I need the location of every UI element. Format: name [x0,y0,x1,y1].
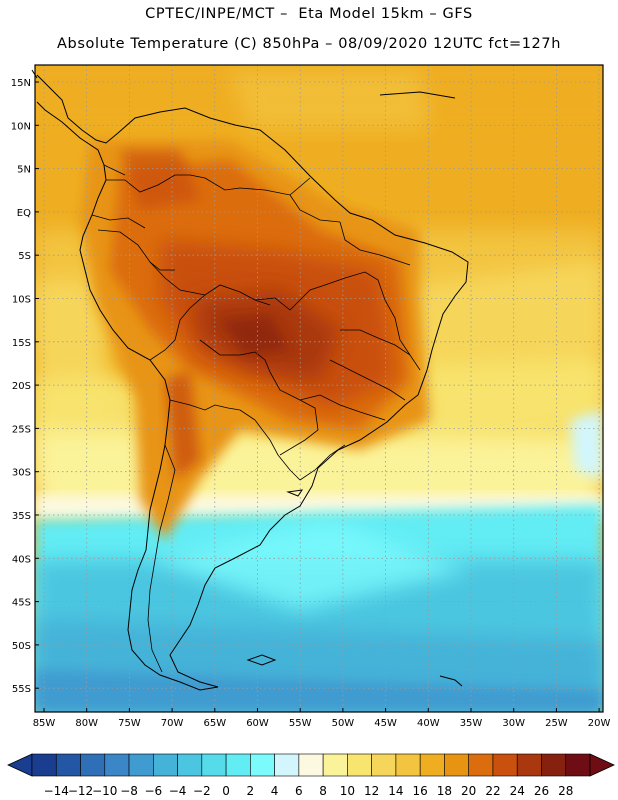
colorbar-swatch [80,753,106,777]
colorbar-label: 16 [413,784,428,798]
colorbar-label: 2 [247,784,255,798]
colorbar-swatch [419,753,445,777]
colorbar-label: 8 [319,784,327,798]
colorbar-label: 20 [461,784,476,798]
latitude-label: 15N [11,78,31,89]
colorbar-swatch [274,753,300,777]
colorbar-label: 12 [364,784,379,798]
latitude-label: EQ [17,208,31,219]
colorbar-label: −2 [193,784,211,798]
colorbar-swatch [541,753,567,777]
longitude-label: 70W [161,718,184,729]
latitude-label: 10S [12,295,31,306]
colorbar-left-arrow [7,753,33,777]
latitude-label: 20S [12,381,31,392]
colorbar-label: −14 [44,784,69,798]
latitude-label: 40S [12,554,31,565]
colorbar-label: 28 [558,784,573,798]
colorbar-label: 4 [271,784,279,798]
latitude-label: 55S [12,684,31,695]
colorbar-swatch [516,753,542,777]
colorbar-swatch [347,753,372,777]
latitude-tick-labels: 15N 10N 5N EQ 5S 10S 15S 20S 25S 30S 35S 40S 45S 50S 5… [11,78,39,695]
colorbar-label: 6 [295,784,303,798]
colorbar-swatch [153,753,178,777]
coastline [31,69,469,691]
latitude-label: 5N [17,165,31,176]
colorbar-label: 26 [534,784,549,798]
colorbar-swatch [104,753,130,777]
longitude-label: 80W [75,718,98,729]
colorbar-swatch [492,753,518,777]
longitude-label: 60W [246,718,269,729]
longitude-tick-labels: 85W 80W 75W 70W 65W 60W 55W 50W 45W 40W 35W 30W 25W 2… [33,708,611,729]
latitude-label: 45S [12,598,31,609]
latitude-label: 10N [11,121,31,132]
colorbar-swatch [298,753,324,777]
colorbar-swatch [395,753,421,777]
colorbar-swatch [128,753,154,777]
colorbar-label: 14 [388,784,403,798]
colorbar-label: 10 [340,784,355,798]
longitude-label: 30W [502,718,525,729]
colorbar-label: 18 [437,784,452,798]
colorbar-swatch [371,753,397,777]
colorbar-label: −12 [68,784,93,798]
longitude-label: 40W [417,718,440,729]
latitude-label: 5S [18,251,31,262]
longitude-label: 35W [460,718,483,729]
longitude-label: 50W [332,718,355,729]
graticule [35,65,603,712]
colorbar-right-arrow [589,753,615,777]
colorbar-label: −8 [120,784,138,798]
longitude-label: 20W [588,718,611,729]
colorbar-swatch [322,753,348,777]
colorbar-label: −6 [144,784,162,798]
colorbar-swatch [444,753,469,777]
colorbar-label: −10 [92,784,117,798]
colorbar-label: 0 [222,784,230,798]
longitude-label: 85W [33,718,56,729]
colorbar-swatch [565,753,591,777]
colorbar-swatch [225,753,251,777]
latitude-label: 15S [12,338,31,349]
longitude-label: 25W [545,718,568,729]
longitude-label: 75W [118,718,141,729]
latitude-label: 30S [12,468,31,479]
latitude-label: 25S [12,424,31,435]
colorbar-label: 24 [510,784,525,798]
colorbar-swatch [250,753,275,777]
colorbar-swatch [201,753,227,777]
colorbar-label: −4 [169,784,187,798]
colorbar: −14−12−10 −8 −6 −4 −2 0 2 4 6 8 10 12 14 16 18 20 22 24 26… [7,753,615,798]
chart-title-line-1: CPTEC/INPE/MCT – Eta Model 15km – GFS [145,6,473,22]
chart-title-line-2: Absolute Temperature (C) 850hPa – 08/09/… [57,36,561,52]
colorbar-swatch [177,753,203,777]
colorbar-label: 22 [485,784,500,798]
map-frame [34,64,604,713]
latitude-label: 35S [12,511,31,522]
temperature-field [35,65,603,712]
colorbar-swatch [55,753,81,777]
longitude-label: 65W [203,718,226,729]
colorbar-swatch [31,753,57,777]
longitude-label: 45W [374,718,397,729]
colorbar-swatch [468,753,494,777]
longitude-label: 55W [289,718,312,729]
country-borders [91,164,421,673]
latitude-label: 50S [12,641,31,652]
